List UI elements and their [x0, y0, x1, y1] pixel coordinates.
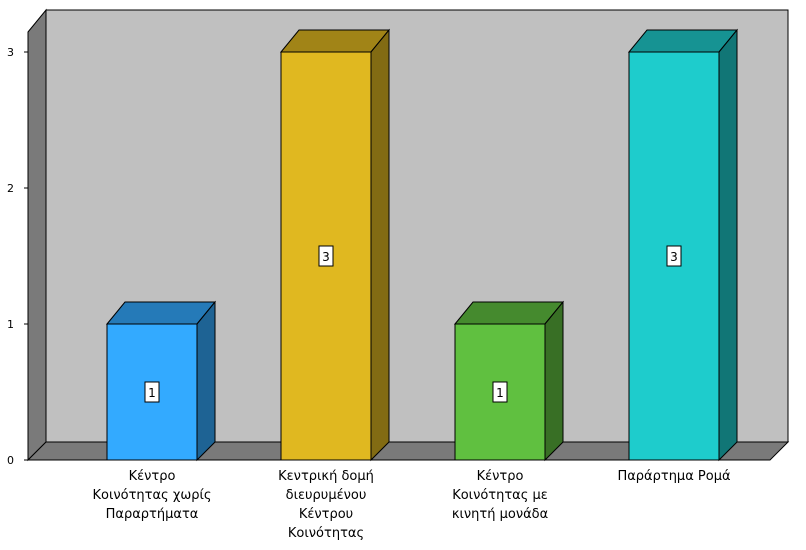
data-label-text: 3 [322, 250, 330, 264]
data-label-text: 1 [148, 386, 156, 400]
bar-side [544, 300, 564, 462]
x-category-label-line: Κοινότητας με [452, 488, 548, 503]
data-label-box [318, 245, 334, 267]
y-tick-label: 1 [7, 318, 14, 331]
data-label-text: 3 [670, 250, 678, 264]
y-tick-label: 2 [7, 182, 14, 195]
bar-side [718, 28, 738, 462]
x-category-label-line: Κοινότητας [288, 526, 364, 541]
x-category-label: Κέντρο Κοινότητας με κινητή μονάδα [452, 469, 548, 522]
x-category-label: Παράρτημα Ρομά [617, 469, 730, 484]
bar-side [196, 300, 216, 462]
data-label-text: 1 [496, 386, 504, 400]
x-category-label-line: Κέντρο [129, 469, 176, 484]
y-axis-ticks: 0 1 2 3 [7, 46, 28, 467]
chart-side-wall [27, 8, 47, 462]
bar [627, 28, 739, 462]
bar-top [453, 301, 565, 325]
x-category-label-line: Παράρτημα Ρομά [617, 469, 730, 484]
x-category-label: Κέντρο Κοινότητας χωρίς Παραρτήματα [93, 469, 212, 522]
data-label: 1 [492, 381, 508, 403]
x-category-label: Κεντρική δομή διευρυμένου Κέντρου Κοινότητα… [278, 469, 374, 541]
bar-top [105, 301, 217, 325]
data-label: 1 [144, 381, 160, 403]
x-category-label-line: Κοινότητας χωρίς [93, 488, 212, 503]
bar [105, 300, 217, 462]
y-tick-label: 0 [7, 454, 14, 467]
x-category-label-line: Κεντρική δομή [278, 469, 374, 484]
x-category-label-line: Κέντρο [477, 469, 524, 484]
bar-side [370, 28, 390, 462]
x-category-label-line: Κέντρου [299, 507, 353, 522]
data-label: 3 [666, 245, 682, 267]
y-tick-label: 3 [7, 46, 14, 59]
data-labels: 1 3 1 3 [144, 245, 682, 403]
chart-frame [26, 8, 790, 462]
x-category-label-line: κινητή μονάδα [452, 507, 548, 522]
bar [279, 28, 391, 462]
x-axis-labels: Κέντρο Κοινότητας χωρίς Παραρτήματα Κεντρικ… [93, 469, 731, 541]
bar-top [627, 29, 739, 53]
data-label-box [666, 245, 682, 267]
data-label: 3 [318, 245, 334, 267]
x-category-label-line: διευρυμένου [286, 488, 367, 503]
x-category-label-line: Παραρτήματα [106, 507, 199, 522]
bar [453, 300, 565, 462]
data-label-box [144, 381, 160, 403]
bar-top [279, 29, 391, 53]
data-label-box [492, 381, 508, 403]
